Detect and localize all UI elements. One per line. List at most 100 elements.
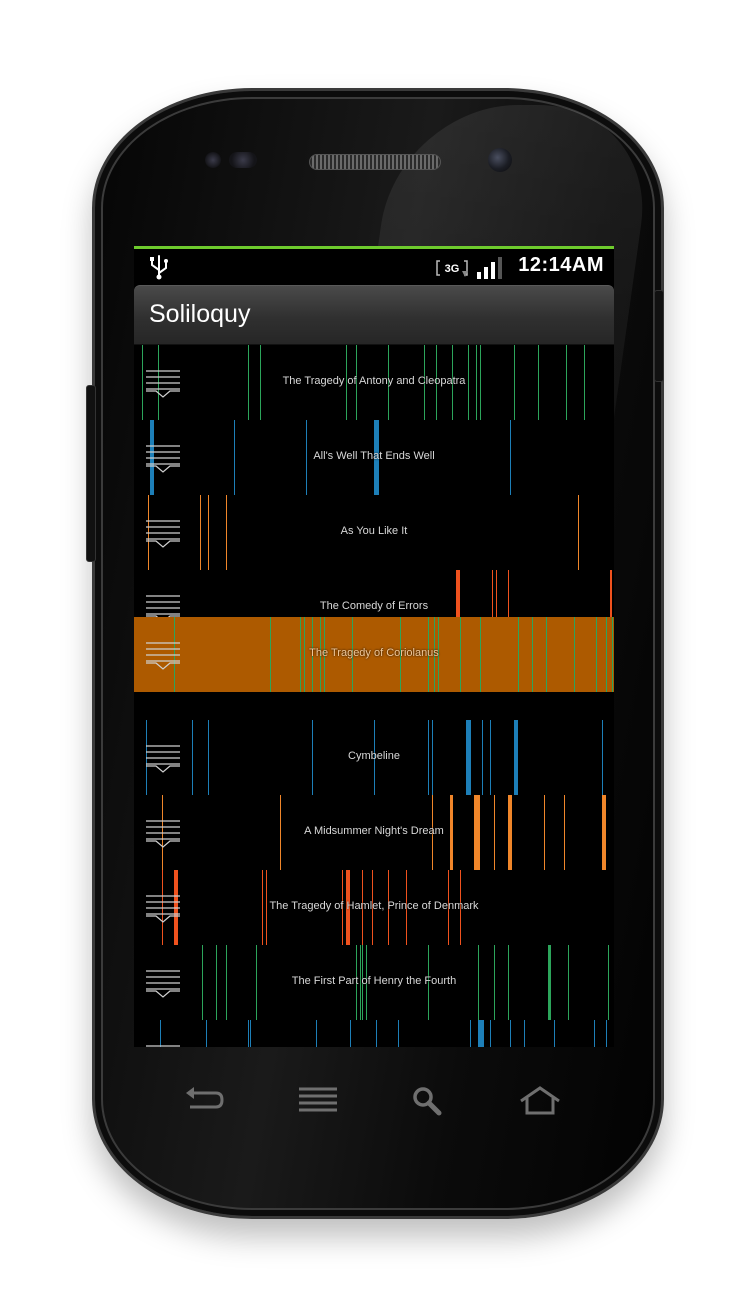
timeline-mark — [324, 617, 325, 692]
play-row[interactable]: All's Well That Ends Well — [134, 420, 614, 495]
play-row[interactable]: The First Part of Henry the Fourth — [134, 945, 614, 1020]
timeline-mark — [270, 617, 271, 692]
timeline-mark — [606, 617, 607, 692]
play-title: Cymbeline — [348, 750, 400, 762]
drag-handle-icon[interactable] — [146, 369, 180, 399]
timeline-mark — [554, 1020, 555, 1047]
timeline-mark — [568, 945, 569, 1020]
play-timeline — [134, 795, 614, 870]
timeline-mark — [266, 870, 267, 945]
timeline-mark — [388, 345, 389, 420]
earpiece-speaker — [309, 154, 441, 170]
timeline-mark — [432, 795, 433, 870]
timeline-mark — [584, 345, 585, 420]
play-timeline — [134, 945, 614, 1020]
search-icon[interactable] — [406, 1085, 450, 1117]
timeline-mark — [398, 1020, 399, 1047]
home-icon[interactable] — [518, 1085, 562, 1117]
timeline-mark — [388, 870, 389, 945]
timeline-mark — [208, 495, 209, 570]
timeline-mark — [342, 870, 343, 945]
play-row[interactable]: The Tragedy of Antony and Cleopatra — [134, 345, 614, 420]
timeline-mark — [312, 617, 313, 692]
play-row[interactable]: The Tragedy of Coriolanus — [134, 617, 614, 692]
timeline-mark — [606, 1020, 607, 1047]
timeline-mark — [200, 495, 201, 570]
timeline-mark — [350, 1020, 351, 1047]
play-row[interactable]: The Tragedy of Hamlet, Prince of Denmark — [134, 870, 614, 945]
drag-handle-icon[interactable] — [146, 519, 180, 549]
timeline-mark — [428, 945, 429, 1020]
timeline-mark — [366, 945, 367, 1020]
timeline-mark — [160, 1020, 161, 1047]
play-row[interactable] — [134, 1020, 614, 1047]
timeline-mark — [492, 570, 493, 645]
timeline-mark — [192, 720, 193, 795]
timeline-mark — [480, 345, 481, 420]
timeline-mark — [466, 720, 471, 795]
timeline-mark — [216, 945, 217, 1020]
network-label: 3G — [445, 263, 460, 275]
signal-strength-icon — [477, 257, 502, 279]
timeline-mark — [612, 617, 613, 692]
timeline-mark — [234, 420, 235, 495]
timeline-mark — [518, 617, 519, 692]
timeline-mark — [374, 420, 379, 495]
status-clock: 12:14AM — [518, 254, 604, 276]
timeline-mark — [490, 1020, 491, 1047]
timeline-mark — [514, 720, 518, 795]
timeline-mark — [424, 345, 425, 420]
drag-handle-icon[interactable] — [146, 1044, 180, 1047]
timeline-mark — [532, 617, 533, 692]
timeline-mark — [362, 945, 363, 1020]
menu-icon[interactable] — [297, 1085, 341, 1117]
drag-handle-icon[interactable] — [146, 444, 180, 474]
timeline-mark — [456, 570, 460, 645]
timeline-mark — [596, 617, 597, 692]
timeline-mark — [304, 617, 305, 692]
timeline-mark — [490, 720, 491, 795]
status-accent-line — [134, 246, 614, 249]
timeline-mark — [248, 345, 249, 420]
drag-handle-icon[interactable] — [146, 744, 180, 774]
play-row[interactable]: A Midsummer Night's Dream — [134, 795, 614, 870]
timeline-mark — [478, 945, 479, 1020]
timeline-mark — [262, 870, 263, 945]
timeline-mark — [510, 420, 511, 495]
timeline-mark — [478, 1020, 484, 1047]
play-row[interactable]: As You Like It — [134, 495, 614, 570]
drag-handle-icon[interactable] — [146, 894, 180, 924]
timeline-mark — [480, 617, 481, 692]
power-button — [654, 290, 664, 382]
play-timeline — [134, 570, 614, 645]
drag-handle-icon[interactable] — [146, 819, 180, 849]
drag-handle-icon[interactable] — [146, 969, 180, 999]
timeline-mark — [312, 720, 313, 795]
timeline-mark — [352, 617, 353, 692]
timeline-mark — [452, 345, 453, 420]
timeline-mark — [608, 945, 609, 1020]
timeline-mark — [602, 795, 606, 870]
timeline-mark — [376, 1020, 377, 1047]
timeline-mark — [362, 870, 363, 945]
timeline-mark — [280, 795, 281, 870]
play-timeline — [134, 1020, 614, 1047]
play-list[interactable]: The Tragedy of Antony and Cleopatra All's… — [134, 345, 614, 1047]
timeline-mark — [494, 945, 495, 1020]
drag-handle-icon[interactable] — [146, 641, 180, 671]
timeline-mark — [360, 945, 361, 1020]
timeline-mark — [428, 720, 429, 795]
timeline-mark — [256, 945, 257, 1020]
timeline-mark — [250, 1020, 251, 1047]
timeline-mark — [316, 1020, 317, 1047]
timeline-mark — [300, 617, 301, 692]
play-title: The Tragedy of Coriolanus — [309, 647, 439, 659]
front-camera — [488, 148, 512, 172]
timeline-mark — [306, 420, 307, 495]
back-icon[interactable] — [182, 1085, 226, 1117]
timeline-mark — [374, 720, 375, 795]
timeline-mark — [438, 617, 439, 692]
timeline-mark — [544, 795, 545, 870]
play-row[interactable]: Cymbeline — [134, 720, 614, 795]
timeline-mark — [320, 617, 321, 692]
